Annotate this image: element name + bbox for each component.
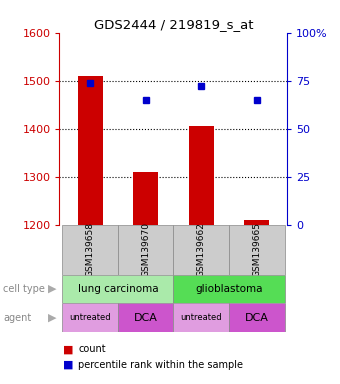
Bar bbox=[118, 303, 173, 332]
Text: count: count bbox=[78, 344, 106, 354]
Text: GSM139658: GSM139658 bbox=[86, 222, 95, 277]
Text: GSM139665: GSM139665 bbox=[252, 222, 261, 277]
Bar bbox=[173, 225, 229, 275]
Text: untreated: untreated bbox=[69, 313, 111, 322]
Bar bbox=[62, 275, 173, 303]
Text: agent: agent bbox=[3, 313, 32, 323]
Bar bbox=[244, 220, 269, 225]
Bar bbox=[189, 126, 214, 225]
Text: glioblastoma: glioblastoma bbox=[195, 284, 263, 294]
Bar bbox=[133, 172, 158, 225]
Text: DCA: DCA bbox=[134, 313, 157, 323]
Bar bbox=[118, 225, 173, 275]
Text: percentile rank within the sample: percentile rank within the sample bbox=[78, 360, 243, 370]
Bar bbox=[173, 275, 285, 303]
Bar bbox=[62, 303, 118, 332]
Text: untreated: untreated bbox=[180, 313, 222, 322]
Text: lung carcinoma: lung carcinoma bbox=[78, 284, 158, 294]
Text: ■: ■ bbox=[63, 360, 73, 370]
Bar bbox=[229, 303, 285, 332]
Text: GSM139670: GSM139670 bbox=[141, 222, 150, 277]
Text: ▶: ▶ bbox=[49, 284, 57, 294]
Bar bbox=[229, 225, 285, 275]
Text: cell type: cell type bbox=[3, 284, 45, 294]
Bar bbox=[173, 303, 229, 332]
Text: DCA: DCA bbox=[245, 313, 269, 323]
Bar bbox=[78, 76, 103, 225]
Title: GDS2444 / 219819_s_at: GDS2444 / 219819_s_at bbox=[94, 18, 253, 31]
Bar bbox=[62, 225, 118, 275]
Text: ■: ■ bbox=[63, 344, 73, 354]
Text: GSM139662: GSM139662 bbox=[197, 222, 206, 277]
Text: ▶: ▶ bbox=[49, 313, 57, 323]
